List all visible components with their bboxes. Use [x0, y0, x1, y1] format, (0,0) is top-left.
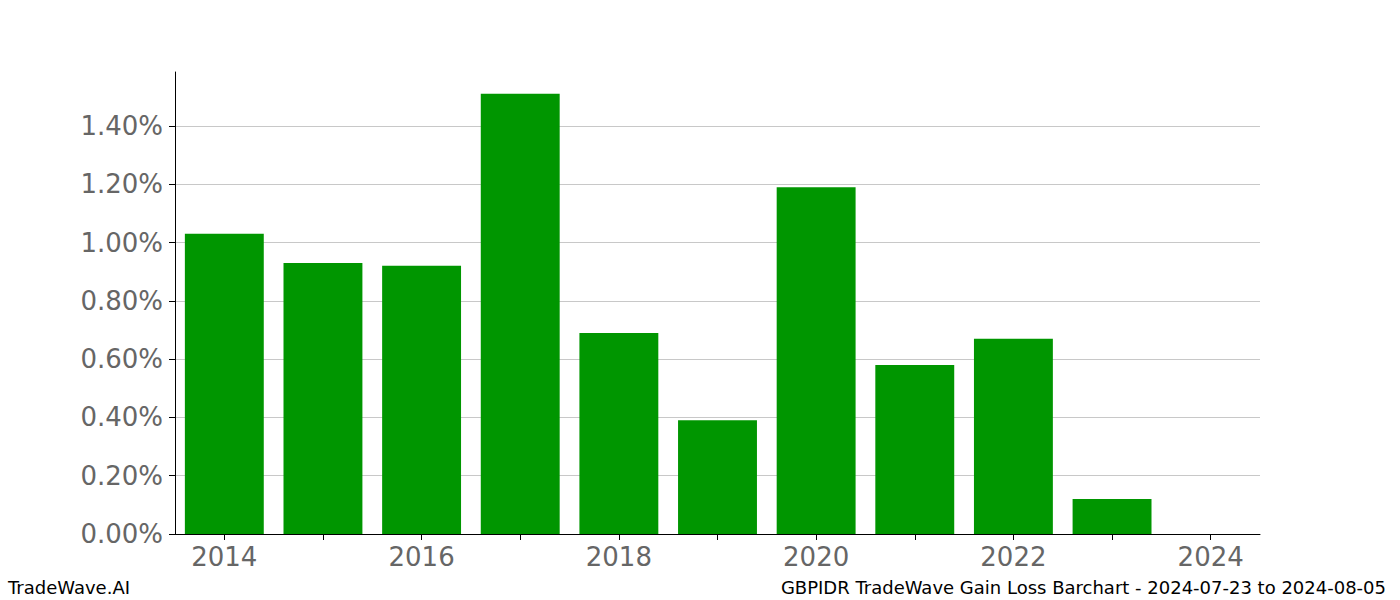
svg-text:2018: 2018: [586, 542, 652, 572]
svg-text:2024: 2024: [1178, 542, 1244, 572]
svg-text:2020: 2020: [783, 542, 849, 572]
svg-text:TradeWave.AI: TradeWave.AI: [7, 577, 130, 598]
svg-text:1.00%: 1.00%: [80, 228, 163, 258]
svg-text:0.00%: 0.00%: [80, 519, 163, 549]
svg-text:0.80%: 0.80%: [80, 286, 163, 316]
svg-text:0.20%: 0.20%: [80, 461, 163, 491]
svg-text:0.40%: 0.40%: [80, 402, 163, 432]
svg-text:0.60%: 0.60%: [80, 344, 163, 374]
svg-text:GBPIDR TradeWave Gain Loss Bar: GBPIDR TradeWave Gain Loss Barchart - 20…: [781, 577, 1386, 598]
svg-text:1.40%: 1.40%: [80, 111, 163, 141]
svg-text:2014: 2014: [191, 542, 257, 572]
svg-text:2016: 2016: [389, 542, 455, 572]
svg-text:2022: 2022: [980, 542, 1046, 572]
svg-text:1.20%: 1.20%: [80, 169, 163, 199]
